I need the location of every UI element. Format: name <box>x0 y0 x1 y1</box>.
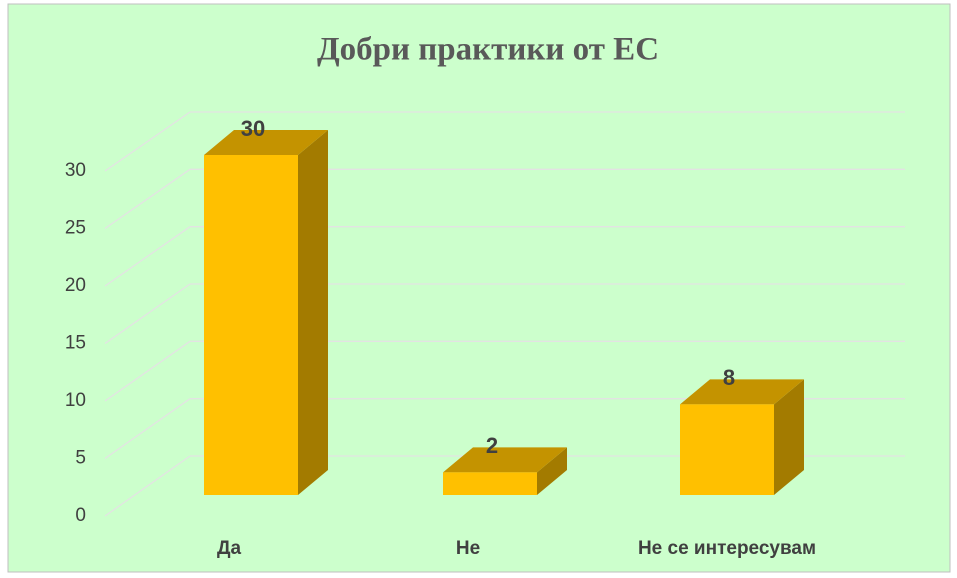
bar-top <box>680 379 804 405</box>
x-tick-label: Да <box>217 538 242 559</box>
grid-line <box>104 455 191 517</box>
y-tick-label: 0 <box>75 505 86 526</box>
y-tick-label: 20 <box>65 275 86 296</box>
y-tick-label: 25 <box>65 218 86 239</box>
bar-side <box>774 379 804 495</box>
y-tick-label: 30 <box>65 160 86 181</box>
bar-side <box>537 447 567 495</box>
data-label: 2 <box>486 433 498 458</box>
y-tick-label: 5 <box>75 448 86 469</box>
bar <box>443 472 537 495</box>
bar <box>204 155 298 495</box>
bar-top <box>204 130 328 155</box>
x-tick-label: Не <box>456 538 480 559</box>
grid-line <box>104 340 191 402</box>
y-tick-label: 15 <box>65 333 86 354</box>
grid-line <box>104 283 191 345</box>
grid-line <box>104 226 191 287</box>
bar-side <box>298 130 328 495</box>
x-tick-label: Не се интересувам <box>638 538 816 559</box>
data-label: 8 <box>723 365 735 390</box>
grid-line <box>104 168 191 230</box>
grid-line <box>104 111 191 172</box>
bar <box>680 404 774 495</box>
chart-title: Добри практики от ЕС <box>317 32 659 68</box>
grid-line <box>104 398 191 460</box>
bar-top <box>443 447 567 473</box>
y-tick-label: 10 <box>65 390 86 411</box>
data-label: 30 <box>241 116 265 141</box>
